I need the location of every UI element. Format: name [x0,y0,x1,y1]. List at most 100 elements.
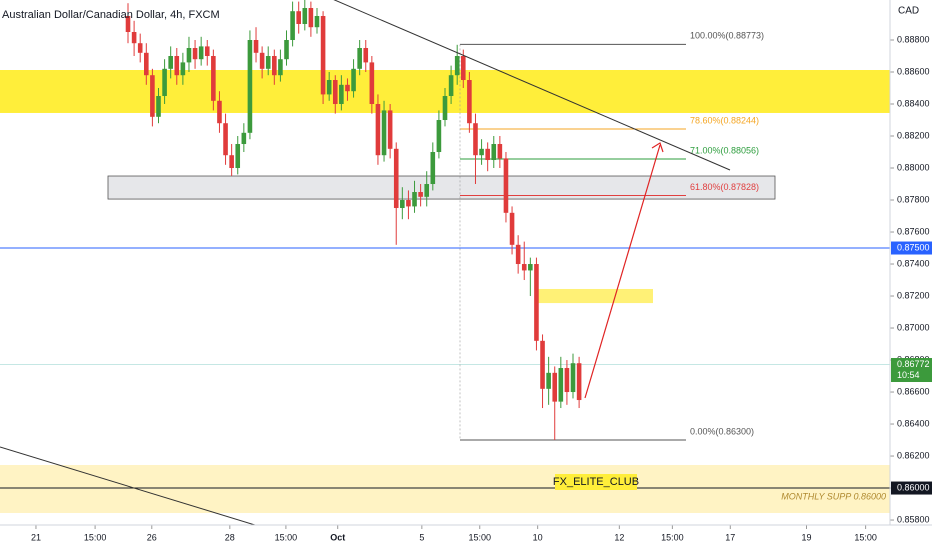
candle-body [387,110,393,149]
candle-body [357,48,362,69]
y-tick-label: 0.87800 [897,194,930,204]
x-tick-label: 15:00 [661,532,684,542]
support-note: MONTHLY SUPP 0.86000 [781,491,886,501]
candle-body [363,48,369,63]
trendline [0,446,256,526]
candle-body [211,56,216,101]
candle-body [552,372,558,402]
candle-body [272,56,277,76]
candle-body [314,16,320,28]
candle-body [515,244,521,265]
price-tag-label: 0.86772 [897,359,930,369]
candle-body [290,11,295,41]
candle-body [186,48,192,63]
y-tick-label: 0.88200 [897,130,930,140]
candle-body [467,80,472,124]
candle-body [521,264,527,271]
x-tick-label: 5 [419,532,424,542]
candle-body [570,363,576,393]
trendline [333,0,731,171]
fib-label: 78.60%(0.88244) [690,115,759,125]
candle-body [156,96,161,117]
candle-body [296,11,301,25]
x-tick-label: 17 [725,532,735,542]
candle-body [369,62,375,105]
plot: 100.00%(0.88773) 78.60%(0.88244) 71.00%(0.… [0,0,890,489]
x-tick-label: 15:00 [84,532,107,542]
candle-body [430,152,436,185]
candle-body [509,212,515,245]
axis-bg [0,525,890,550]
fib-label: 100.00%(0.88773) [690,31,764,41]
candle-body [320,16,326,95]
candle-body [174,56,180,76]
candle-body [302,8,308,25]
y-tick-label: 0.87200 [897,290,930,300]
candle-body [339,84,344,105]
candle-body [192,48,198,60]
y-tick-label: 0.86600 [897,386,930,396]
x-tick-label: 15:00 [468,532,491,542]
y-tick-label: 0.88600 [897,66,930,76]
candle-body [406,200,411,207]
fib-label: 0.00%(0.86300) [690,426,754,436]
candle-body [485,148,490,161]
x-tick-label: 15:00 [275,532,298,542]
candle-body [278,59,283,76]
candle-body [253,40,259,53]
zone [0,464,890,513]
y-tick-label: 0.87400 [897,258,930,268]
price-tag-label: 0.86000 [897,482,930,492]
candle-body [400,200,405,209]
x-tick-label: 19 [801,532,811,542]
candle-body [223,123,228,156]
x-tick-label: Oct [330,532,345,542]
price-tag-label: 0.87500 [897,242,930,252]
candle-body [442,96,448,121]
x-tick-label: 28 [225,532,235,542]
zone [538,288,653,304]
candle-body [540,340,545,389]
y-tick-label: 0.86400 [897,418,930,428]
candle-body [235,144,241,169]
y-tick-label: 0.87000 [897,322,930,332]
candle-body [558,368,564,402]
candle-body [454,56,460,76]
candle-body [326,80,332,95]
candle-body [217,100,222,124]
candle-body [125,16,131,33]
candle-body [479,148,484,156]
price-tag [891,481,932,495]
arrow-head [651,142,664,153]
candle-body [460,56,466,81]
zones [0,70,890,513]
candle-body [144,52,149,76]
candle-body [528,264,533,271]
x-tick-label: 12 [614,532,624,542]
countdown: 10:54 [897,370,920,380]
candle-body [418,192,423,197]
candle-body [534,264,539,341]
candle-body [131,32,137,44]
candle-body [137,43,143,53]
candle-body [546,372,551,389]
candle-body [247,40,253,133]
y-tick-label: 0.86200 [897,450,930,460]
candle-body [265,56,271,69]
candle-body [198,46,204,60]
candle-body [204,46,210,57]
x-tick-label: 10 [533,532,543,542]
candle-body [412,192,417,207]
axis-bg [890,0,932,550]
chart-title: Australian Dollar/Canadian Dollar, 4h, F… [2,9,220,21]
candle-body [564,368,570,393]
candle-body [332,80,338,105]
y-tick-label: 0.88000 [897,162,930,172]
candle-body [375,104,381,156]
fib-label: 61.80%(0.87828) [690,182,759,192]
candle-body [229,155,234,169]
x-tick-label: 26 [147,532,157,542]
fib-label: 71.00%(0.88056) [690,145,759,155]
